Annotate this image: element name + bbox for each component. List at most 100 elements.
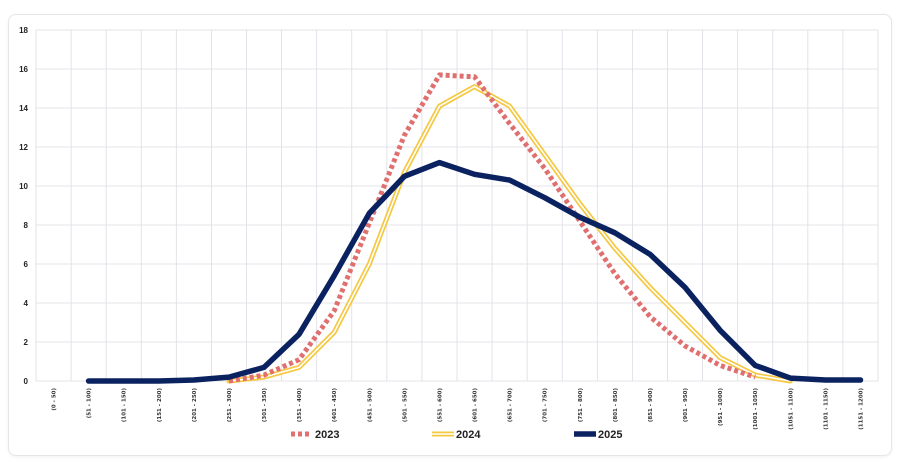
data-point-2025[interactable] — [858, 378, 863, 383]
data-point-2025[interactable] — [753, 363, 758, 368]
data-point-2023[interactable] — [437, 72, 442, 77]
data-point-2025[interactable] — [262, 365, 267, 370]
x-tick-label: (601 - 650) — [473, 388, 479, 423]
x-tick-label: (0 - 50) — [52, 388, 58, 411]
y-tick-label: 2 — [24, 338, 29, 347]
data-point-2025[interactable] — [297, 332, 302, 337]
data-point-2024[interactable] — [542, 152, 547, 157]
x-tick-label: (251 - 300) — [227, 388, 233, 423]
x-axis-ticks: (0 - 50) (51 - 100) (101 - 150) (151 - 200)… — [52, 388, 865, 430]
x-tick-label: (401 - 450) — [332, 388, 338, 423]
x-tick-label: (551 - 600) — [437, 388, 443, 423]
x-tick-label: (651 - 700) — [508, 388, 514, 423]
gridlines — [35, 29, 879, 382]
x-tick-label: (151 - 200) — [157, 388, 163, 423]
data-point-2025[interactable] — [367, 211, 372, 216]
x-tick-label: (101 - 150) — [122, 388, 128, 423]
y-tick-label: 6 — [24, 260, 29, 269]
data-point-2025[interactable] — [156, 379, 161, 384]
data-point-2024[interactable] — [647, 285, 652, 290]
series-lines — [85, 72, 864, 384]
data-point-2023[interactable] — [262, 373, 267, 378]
x-tick-label: (1001 - 1050) — [753, 388, 759, 430]
data-point-2024[interactable] — [683, 320, 688, 325]
data-point-2023[interactable] — [612, 271, 617, 276]
y-tick-label: 8 — [24, 221, 29, 230]
y-tick-label: 4 — [24, 299, 29, 308]
y-tick-label: 0 — [24, 377, 29, 386]
y-tick-label: 14 — [19, 104, 28, 113]
x-tick-label: (801 - 850) — [613, 388, 619, 423]
legend-label: 2023 — [315, 429, 339, 441]
x-tick-label: (301 - 350) — [262, 388, 268, 423]
y-tick-label: 12 — [19, 143, 28, 152]
data-point-2025[interactable] — [402, 174, 407, 179]
x-tick-label: (751 - 800) — [578, 388, 584, 423]
x-tick-label: (1151 - 1200) — [858, 388, 864, 430]
series-2025[interactable] — [85, 159, 864, 384]
data-point-2025[interactable] — [683, 285, 688, 290]
data-point-2024[interactable] — [332, 330, 337, 335]
data-point-2024[interactable] — [437, 104, 442, 109]
x-tick-label: (851 - 900) — [648, 388, 654, 423]
y-tick-label: 10 — [19, 182, 28, 191]
data-point-2023[interactable] — [507, 121, 512, 126]
data-point-2025[interactable] — [86, 379, 91, 384]
x-tick-label: (451 - 500) — [367, 388, 373, 423]
y-axis-ticks: 0 2 4 6 8 10 12 14 16 18 — [19, 26, 28, 386]
x-tick-label: (1051 - 1100) — [788, 388, 794, 430]
x-tick-label: (951 - 1000) — [718, 388, 724, 426]
data-point-2025[interactable] — [612, 230, 617, 235]
legend-label: 2025 — [598, 429, 622, 441]
x-tick-label: (701 - 750) — [543, 388, 549, 423]
series-line-2023 — [228, 72, 756, 384]
data-point-2025[interactable] — [472, 172, 477, 177]
data-point-2024[interactable] — [507, 104, 512, 109]
data-point-2025[interactable] — [647, 252, 652, 257]
data-point-2025[interactable] — [437, 160, 442, 165]
data-point-2023[interactable] — [542, 166, 547, 171]
data-point-2025[interactable] — [718, 328, 723, 333]
data-point-2025[interactable] — [788, 376, 793, 381]
data-point-2023[interactable] — [472, 74, 477, 79]
data-point-2025[interactable] — [332, 273, 337, 278]
data-point-2025[interactable] — [507, 178, 512, 183]
x-tick-label: (351 - 400) — [297, 388, 303, 423]
series-line-2025 — [85, 159, 864, 384]
data-point-2025[interactable] — [542, 195, 547, 200]
series-2024[interactable] — [226, 84, 793, 384]
x-tick-label: (201 - 250) — [192, 388, 198, 423]
data-point-2025[interactable] — [577, 215, 582, 220]
series-2023[interactable] — [226, 72, 758, 384]
legend-label: 2024 — [456, 429, 481, 441]
series-line-inner-2024 — [228, 85, 791, 382]
x-tick-label: (501 - 550) — [402, 388, 408, 423]
x-tick-label: (51 - 100) — [87, 388, 93, 419]
data-point-2024[interactable] — [472, 84, 477, 89]
x-tick-label: (901 - 950) — [683, 388, 689, 423]
data-point-2023[interactable] — [753, 375, 758, 380]
data-point-2024[interactable] — [577, 201, 582, 206]
y-tick-label: 18 — [19, 26, 28, 35]
data-point-2024[interactable] — [297, 365, 302, 370]
data-point-2023[interactable] — [402, 133, 407, 138]
data-point-2023[interactable] — [332, 308, 337, 313]
data-point-2025[interactable] — [226, 375, 231, 380]
y-tick-label: 16 — [19, 65, 28, 74]
data-point-2023[interactable] — [718, 363, 723, 368]
legend[interactable]: 2023 2024 2025 — [291, 429, 622, 441]
legend-item-2023[interactable]: 2023 — [291, 429, 339, 441]
data-point-2025[interactable] — [823, 378, 828, 383]
data-point-2025[interactable] — [121, 379, 126, 384]
data-point-2023[interactable] — [647, 314, 652, 319]
legend-item-2025[interactable]: 2025 — [574, 429, 622, 441]
data-point-2024[interactable] — [367, 262, 372, 267]
data-point-2024[interactable] — [612, 246, 617, 251]
data-point-2025[interactable] — [191, 378, 196, 383]
data-point-2024[interactable] — [718, 355, 723, 360]
data-point-2023[interactable] — [683, 343, 688, 348]
x-tick-label: (1101 - 1150) — [823, 388, 829, 430]
data-point-2023[interactable] — [297, 357, 302, 362]
legend-item-2024[interactable]: 2024 — [432, 429, 481, 441]
